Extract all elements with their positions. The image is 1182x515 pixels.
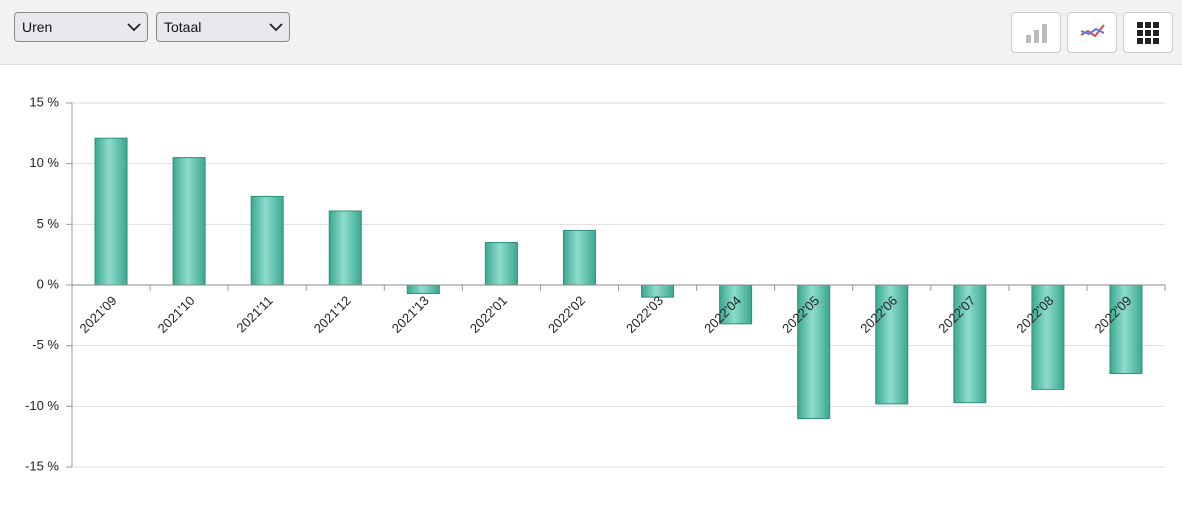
bar [328,210,362,286]
bar [797,284,831,419]
x-tick-label: 2021'10 [155,293,198,336]
grid-icon [1137,22,1159,44]
bar [562,229,596,286]
x-tick-label: 2021'09 [77,293,120,336]
bar [172,157,206,286]
bar-chart-button[interactable] [1011,12,1061,53]
bar [406,284,440,294]
bar [94,137,128,286]
x-tick-label: 2022'02 [545,293,588,336]
y-tick-label: -5 % [32,337,59,352]
select-text: Uren [22,19,53,35]
y-tick-label: -15 % [25,458,59,473]
y-tick-label: -10 % [25,398,59,413]
bar [1031,284,1065,390]
table-button[interactable] [1123,12,1173,53]
line-chart-button[interactable] [1067,12,1117,53]
chart: 15 % 10 % 5 % 0 % -5 % -10 % -15 % 2021'09 2021'… [25,94,1166,473]
x-tick-label: 2021'13 [389,293,432,336]
toolbar: Uren Totaal [0,0,1182,65]
bar [250,195,284,286]
y-tick-label: 5 % [37,216,60,231]
chevron [269,23,283,32]
y-tick-label: 15 % [29,94,59,109]
bar [875,284,909,405]
bar [953,284,987,404]
unit-select[interactable]: Uren [14,12,148,42]
total-select[interactable]: Totaal [156,12,290,42]
line-icon [1080,24,1105,38]
bar [484,242,518,286]
x-tick-label: 2021'12 [311,293,354,336]
bar [1109,284,1143,375]
select-text: Totaal [164,19,202,35]
x-tick-label: 2021'11 [233,293,275,335]
y-tick-label: 10 % [29,155,59,170]
x-tick-label: 2022'01 [467,293,510,336]
y-tick-label: 0 % [37,276,60,291]
x-tick-label: 2022'03 [623,293,666,336]
bar [719,284,753,325]
chevron [127,23,141,32]
bar-icon [1026,24,1047,43]
